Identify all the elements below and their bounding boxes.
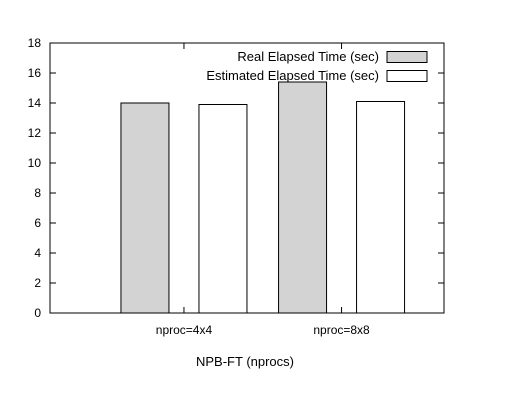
x-axis: nproc=4x4 nproc=8x8 — [156, 43, 370, 337]
bar-real-0 — [120, 102, 170, 314]
bar-estimated-1 — [356, 101, 406, 314]
y-tick-label: 0 — [34, 306, 41, 320]
bars-layer — [120, 81, 406, 314]
legend: Real Elapsed Time (sec) Estimated Elapsed… — [206, 49, 428, 83]
bar-real-1 — [278, 81, 328, 314]
y-tick-label: 16 — [28, 66, 42, 80]
x-tick-label: nproc=8x8 — [313, 323, 370, 337]
y-axis: 0 2 4 6 8 10 12 14 16 18 — [28, 36, 444, 320]
y-tick-label: 10 — [28, 156, 42, 170]
legend-swatch — [386, 70, 428, 82]
y-tick-label: 8 — [34, 186, 41, 200]
y-tick-label: 4 — [34, 246, 41, 260]
legend-label: Estimated Elapsed Time (sec) — [206, 68, 379, 83]
x-axis-title: NPB-FT (nprocs) — [196, 354, 294, 369]
plot-area-frame — [49, 42, 445, 314]
x-tick-label: nproc=4x4 — [156, 323, 213, 337]
y-tick-label: 18 — [28, 36, 42, 50]
legend-label: Real Elapsed Time (sec) — [237, 49, 379, 64]
y-tick-label: 14 — [28, 96, 42, 110]
y-tick-label: 12 — [28, 126, 42, 140]
bar-estimated-0 — [198, 104, 248, 314]
legend-swatch — [386, 51, 428, 63]
y-tick-label: 6 — [34, 216, 41, 230]
y-tick-label: 2 — [34, 276, 41, 290]
